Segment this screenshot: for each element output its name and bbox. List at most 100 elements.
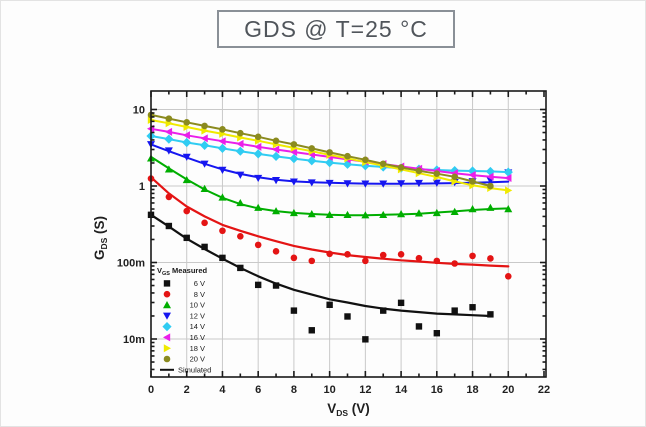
marker-circle: [326, 149, 333, 156]
marker-triangle-up: [432, 208, 441, 217]
y-tick-label: 10: [133, 105, 145, 117]
marker-triangle-down: [307, 179, 316, 187]
legend-label: 16 V: [190, 333, 205, 342]
marker-circle: [487, 182, 494, 190]
marker-circle: [163, 355, 171, 363]
x-axis-title: VDS (V): [327, 401, 370, 418]
marker-triangle-down: [414, 179, 423, 188]
marker-circle: [362, 257, 369, 265]
tick-labels: 0 2 4 6 8 10 12 14 16 18 20 22 10 1 100m 10m: [117, 105, 550, 397]
marker-diamond: [182, 137, 192, 148]
x-tick-label: 2: [184, 384, 190, 396]
marker-circle: [487, 255, 494, 262]
marker-triangle-down: [182, 153, 191, 161]
legend-label: 6 V: [194, 279, 205, 288]
marker-circle: [254, 133, 262, 141]
marker-triangle-up: [236, 198, 245, 207]
marker-triangle-right: [163, 344, 171, 353]
legend-label: 8 V: [194, 290, 205, 299]
marker-square: [433, 330, 441, 337]
y-tick-label: 100m: [117, 258, 145, 270]
x-tick-label: 4: [219, 384, 226, 396]
marker-circle: [290, 141, 298, 148]
marker-triangle-left: [504, 174, 512, 183]
chart-title-box: GDS @ T=25 °C: [217, 10, 455, 48]
marker-triangle-left: [163, 333, 171, 342]
marker-square: [415, 323, 423, 330]
marker-triangle-down: [397, 180, 406, 188]
marker-triangle-down: [164, 147, 173, 155]
marker-triangle-up: [163, 301, 171, 309]
marker-triangle-up: [218, 193, 227, 201]
legend-row: 8 V: [163, 290, 205, 299]
series-12-v: [147, 141, 513, 188]
marker-triangle-down: [361, 180, 370, 188]
series-layer: [146, 111, 513, 343]
marker-square: [344, 313, 351, 320]
x-tick-label: 22: [538, 384, 550, 396]
legend-row-simulated: Simulated: [160, 365, 211, 374]
marker-triangle-down: [254, 174, 263, 183]
marker-circle: [469, 252, 476, 260]
marker-triangle-down: [325, 179, 334, 188]
marker-triangle-down: [272, 177, 281, 185]
marker-circle: [433, 257, 441, 265]
marker-diamond: [289, 154, 299, 164]
marker-square: [237, 264, 244, 272]
marker-circle: [201, 219, 208, 227]
legend-title: VGS Measured: [157, 266, 207, 277]
series-6-v-simulated-line: [149, 213, 492, 318]
y-tick-label: 1: [139, 181, 145, 193]
marker-triangle-up: [486, 203, 495, 211]
marker-triangle-left: [218, 137, 226, 146]
marker-circle: [379, 160, 387, 168]
legend-row: 6 V: [163, 279, 205, 288]
marker-triangle-up: [289, 208, 298, 217]
legend-row: 20 V: [163, 355, 205, 364]
marker-diamond: [235, 146, 245, 156]
legend-label: 18 V: [190, 344, 205, 353]
marker-triangle-down: [163, 312, 171, 320]
marker-square: [487, 311, 494, 318]
marker-circle: [415, 167, 423, 175]
y-axis-title: GDS (S): [92, 216, 109, 260]
marker-triangle-left: [254, 142, 262, 151]
marker-circle: [183, 119, 191, 126]
marker-square: [290, 307, 298, 314]
marker-triangle-down: [379, 180, 388, 188]
marker-triangle-left: [200, 134, 208, 143]
marker-circle: [362, 156, 369, 164]
marker-triangle-up: [272, 207, 281, 215]
x-tick-label: 18: [466, 384, 478, 396]
legend-row: 16 V: [163, 333, 205, 342]
marker-circle: [451, 260, 458, 267]
marker-triangle-up: [361, 211, 370, 219]
marker-circle: [326, 250, 333, 258]
marker-circle: [183, 207, 191, 215]
marker-triangle-up: [379, 210, 388, 219]
marker-square: [165, 222, 173, 230]
x-tick-label: 12: [359, 384, 371, 396]
marker-triangle-left: [468, 171, 476, 180]
marker-diamond: [467, 166, 478, 176]
marker-diamond: [503, 167, 513, 177]
marker-square: [469, 304, 476, 311]
marker-diamond: [485, 166, 496, 177]
marker-square: [219, 254, 226, 262]
marker-triangle-up: [182, 175, 191, 184]
marker-square: [326, 301, 333, 308]
marker-triangle-down: [200, 160, 209, 168]
marker-triangle-left: [272, 145, 280, 154]
marker-triangle-up: [450, 207, 459, 215]
marker-circle: [272, 137, 280, 145]
marker-triangle-up: [343, 210, 352, 219]
marker-square: [362, 336, 369, 343]
marker-square: [380, 307, 387, 314]
axes: [150, 90, 547, 378]
marker-circle: [469, 178, 476, 185]
legend-label: 14 V: [190, 322, 205, 331]
marker-square: [308, 327, 315, 334]
marker-triangle-down: [432, 179, 441, 187]
x-tick-label: 0: [148, 384, 154, 396]
